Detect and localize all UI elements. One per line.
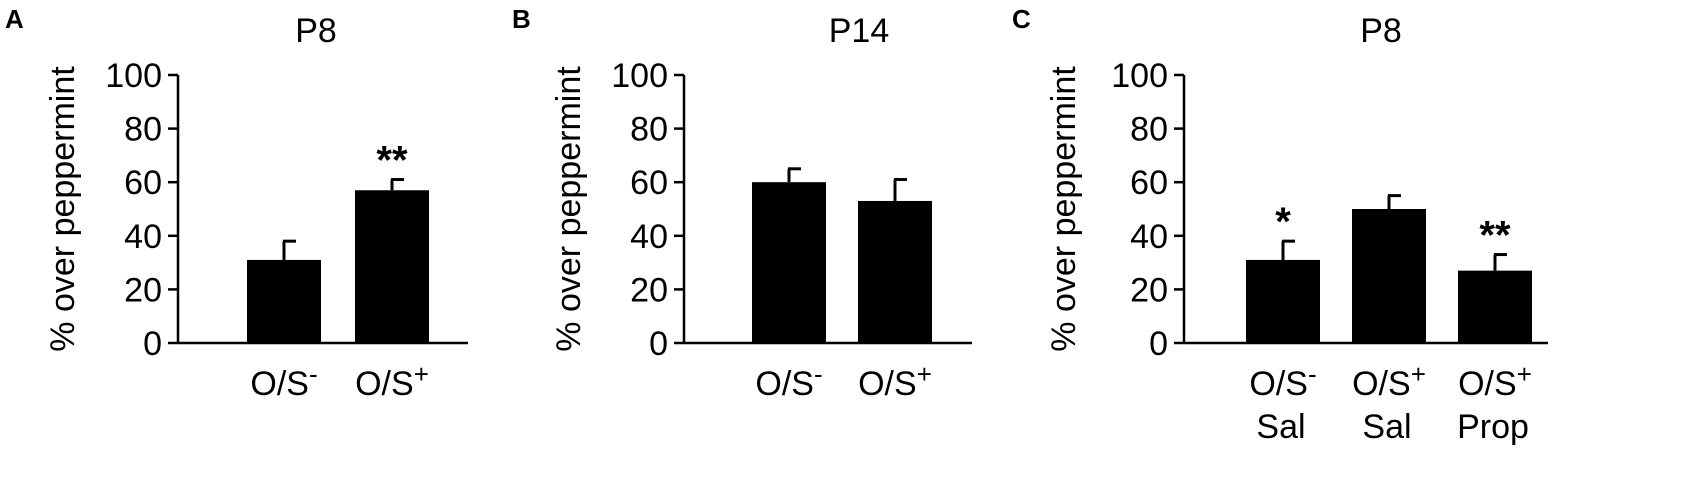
panel-c-y-label: % over peppermint <box>1045 66 1083 352</box>
panel-a-category-label: O/S+ <box>355 359 429 403</box>
panel-b-ytick-label: 0 <box>649 325 668 363</box>
panel-a-ytick-label: 100 <box>105 57 162 95</box>
panel-b-ytick-label: 80 <box>630 111 668 149</box>
panel-a-y-label: % over peppermint <box>44 66 82 352</box>
panel-c-significance-marker: ** <box>1479 214 1511 258</box>
panel-c-ytick-label: 60 <box>1130 164 1168 202</box>
panel-c-ytick-label: 100 <box>1111 57 1168 95</box>
panel-b-ytick-label: 40 <box>630 218 668 256</box>
panel-a-ytick-label: 40 <box>124 218 162 256</box>
panel-a-letter: A <box>5 4 24 34</box>
panel-c-title: P8 <box>1360 12 1402 50</box>
panel-a-significance-marker: ** <box>376 139 408 183</box>
panel-c-bar <box>1458 270 1532 343</box>
panel-b-ytick-label: 100 <box>611 57 668 95</box>
panel-c-ytick-label: 40 <box>1130 218 1168 256</box>
panel-a-bar <box>247 259 321 343</box>
panel-a-ytick-label: 60 <box>124 164 162 202</box>
panel-c-letter: C <box>1012 4 1031 34</box>
panel-c-category-sublabel: Sal <box>1362 408 1411 446</box>
panel-a-ytick-label: 0 <box>143 325 162 363</box>
panel-a-title: P8 <box>295 12 337 50</box>
panel-b-category-label: O/S- <box>755 359 822 403</box>
panel-c-ytick-label: 0 <box>1149 325 1168 363</box>
panel-c-category-sublabel: Sal <box>1256 408 1305 446</box>
panel-c-category-sublabel: Prop <box>1457 408 1529 446</box>
panel-c-significance-marker: * <box>1275 200 1291 244</box>
panel-a-category-label: O/S- <box>250 359 317 403</box>
panel-c-ytick-label: 20 <box>1130 271 1168 309</box>
panel-b-title: P14 <box>829 12 890 50</box>
panel-c-category-label: O/S+ <box>1352 359 1426 403</box>
panel-b-category-label: O/S+ <box>858 359 932 403</box>
panel-c-category-label: O/S- <box>1249 359 1316 403</box>
panel-c-bar <box>1246 259 1320 343</box>
panel-b-y-label: % over peppermint <box>550 66 588 352</box>
panel-c-ytick-label: 80 <box>1130 111 1168 149</box>
panel-b-letter: B <box>512 4 531 34</box>
panel-b-ytick-label: 60 <box>630 164 668 202</box>
panel-c-bar <box>1352 209 1426 343</box>
panel-a-bar <box>355 190 429 343</box>
panel-b-ytick-label: 20 <box>630 271 668 309</box>
panel-a-ytick-label: 20 <box>124 271 162 309</box>
panel-c-category-label: O/S+ <box>1458 359 1532 403</box>
panel-b-bar <box>752 182 826 343</box>
panel-b-bar <box>858 200 932 343</box>
panel-a-ytick-label: 80 <box>124 111 162 149</box>
